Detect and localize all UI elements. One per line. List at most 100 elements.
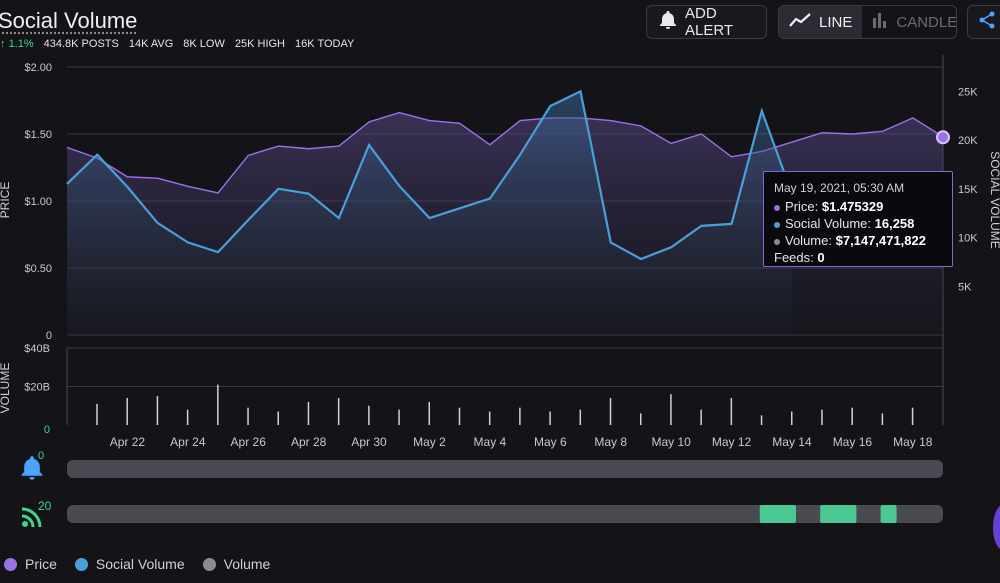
price-line [66,111,944,194]
social-legend-dot-icon [74,557,88,571]
price-axis-label: PRICE [0,182,12,219]
volume-bars [96,384,914,425]
price-legend-dot-icon [4,557,17,571]
social-tick-label: 10K [958,233,978,245]
date-tick-label: Apr 28 [291,435,327,449]
feeds-count: 20 [38,499,52,513]
social-area [67,91,792,335]
alerts-row-icon-wrap [20,455,44,484]
add-alert-button[interactable]: ADD ALERT [646,5,767,39]
tooltip-volume-label: Volume: [785,233,832,248]
legend-price-label: Price [25,556,57,572]
legend-social[interactable]: Social Volume [74,556,185,572]
posts-stat: 434.8K POSTS [43,38,119,50]
social-line [66,89,793,261]
social-axis-label: SOCIAL VOLUME [988,151,1000,249]
line-chart-button[interactable]: LINE [779,6,863,38]
tooltip-feeds-label: Feeds: [774,250,814,265]
alerts-count: 0 [38,450,45,462]
date-axis-ticks: Apr 22 Apr 24 Apr 26 Apr 28 Apr 30 May 2 May 4… [110,435,933,449]
legend-social-label: Social Volume [95,556,185,572]
legend-volume-label: Volume [223,556,271,572]
social-tick-label: 15K [958,184,978,196]
volume-axis-label: VOLUME [0,363,12,414]
low-stat: 8K LOW [183,38,225,50]
stats-bar: ↑ 1.1% 434.8K POSTS 14K AVG 8K LOW 25K H… [0,38,354,50]
date-tick-label: May 4 [474,435,507,449]
chart-tooltip: May 19, 2021, 05:30 AM Price: $1.475329 … [763,171,953,267]
tooltip-feeds-value: 0 [817,250,825,265]
candle-label: CANDLE [896,13,957,31]
avg-stat: 14K AVG [128,38,174,50]
date-tick-label: May 2 [413,435,446,449]
change-indicator: ↑ 1.1% [0,38,34,50]
volume-tick-label: $40B [24,343,50,355]
tooltip-social-row: Social Volume: 16,258 [774,215,942,232]
price-dot-icon [774,204,780,211]
price-tick-label: 0 [46,330,52,342]
volume-tick-label: $20B [24,382,50,394]
date-tick-label: May 10 [651,435,691,449]
social-tick-label: 5K [958,281,972,293]
highlight-point [936,130,950,145]
social-tick-label: 20K [958,135,978,147]
date-tick-label: May 16 [833,435,873,449]
activity-rows [67,460,943,523]
series-layer [66,89,950,335]
tooltip-social-value: 16,258 [874,216,915,231]
volume-legend-dot-icon [202,557,216,571]
tooltip-timestamp: May 19, 2021, 05:30 AM [774,181,905,195]
date-tick-label: Apr 30 [351,435,387,449]
tooltip-price-label: Price: [785,199,819,214]
social-axis-ticks: 25K 20K 15K 10K 5K [958,86,978,293]
chart-type-toggle: LINE CANDLE [778,5,957,39]
candle-chart-icon [872,12,888,32]
date-tick-label: Apr 24 [170,435,206,449]
tooltip-feeds-row: Feeds: 0 [774,249,942,266]
alerts-row-track [67,460,943,478]
line-label: LINE [819,13,853,31]
feed-activity-bar [820,505,857,523]
share-button[interactable] [967,5,1000,39]
volume-dot-icon [774,238,780,245]
chart-legend: Price Social Volume Volume [4,556,270,572]
legend-price[interactable]: Price [4,556,57,572]
feed-activity-bar [880,505,897,523]
date-tick-label: May 14 [772,435,812,449]
price-tick-label: $1.50 [24,129,52,141]
price-axis-ticks: $2.00 $1.50 $1.00 $0.50 0 [24,62,52,342]
high-stat: 25K HIGH [234,38,286,50]
date-tick-label: May 6 [534,435,567,449]
change-value: 1.1% [8,38,34,50]
tooltip-social-label: Social Volume: [785,216,871,231]
price-tick-label: $0.50 [24,263,52,275]
date-tick-label: May 8 [594,435,627,449]
bell-icon [20,456,44,484]
tooltip-volume-row: Volume: $7,147,471,822 [774,232,942,249]
floating-help-button[interactable] [993,505,1000,550]
tooltip-volume-value: $7,147,471,822 [835,233,926,248]
volume-tick-label: 0 [44,424,50,436]
tooltip-price-value: $1.475329 [821,199,884,214]
legend-volume[interactable]: Volume [202,556,271,572]
feed-activity-bar [759,505,796,523]
date-tick-label: May 12 [712,435,752,449]
social-tick-label: 25K [958,86,978,98]
rss-icon [20,507,44,532]
today-stat: 16K TODAY [295,38,355,50]
price-tick-label: $2.00 [24,62,52,74]
share-icon [978,11,996,33]
bell-icon [659,10,677,34]
candle-chart-button[interactable]: CANDLE [862,6,957,38]
page-title: Social Volume [0,8,138,33]
social-dot-icon [774,221,780,228]
feeds-row-icon-wrap [20,505,44,532]
date-tick-label: May 18 [893,435,933,449]
tooltip-price-row: Price: $1.475329 [774,198,942,215]
line-chart-icon [789,13,811,31]
volume-axis-ticks: $40B $20B 0 [24,343,50,436]
feeds-row-track [67,505,943,523]
add-alert-label: ADD ALERT [685,5,734,39]
date-tick-label: Apr 26 [231,435,267,449]
